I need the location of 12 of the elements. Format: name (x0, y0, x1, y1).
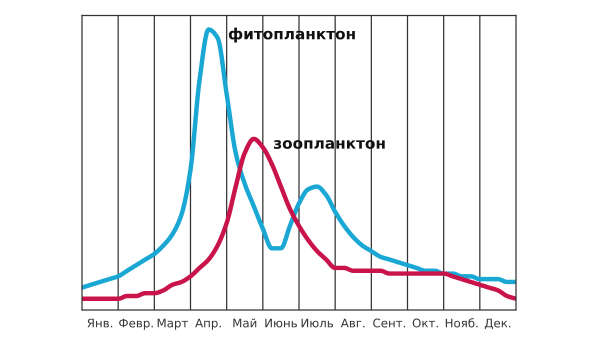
x-tick-label: Июнь (265, 318, 297, 328)
x-tick-label: Июль (302, 318, 334, 328)
x-tick-label: Май (233, 318, 256, 328)
x-tick-label: Апр. (195, 318, 221, 330)
x-tick-label: Янв. (88, 318, 112, 328)
x-tick-label: Март (158, 318, 188, 330)
x-tick-label: Февр. (119, 318, 153, 330)
x-tick-label: Нояб. (446, 318, 478, 328)
x-tick-label: Авг. (340, 318, 364, 328)
x-tick-label: Окт. (412, 318, 438, 328)
x-tick-label: Дек. (484, 318, 510, 330)
x-tick-label: Сент. (373, 318, 406, 328)
